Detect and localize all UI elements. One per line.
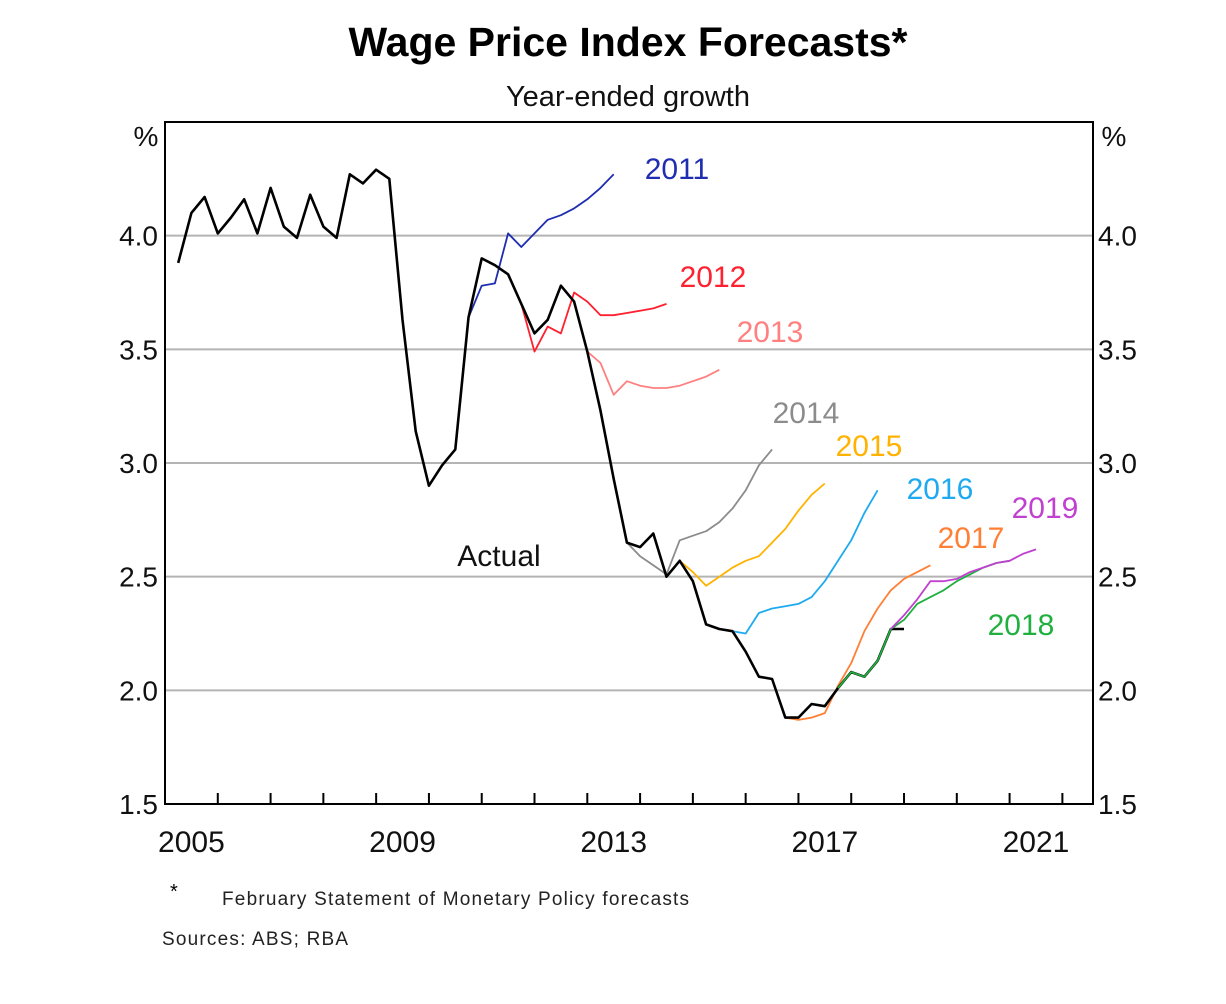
label-2017: 2017: [938, 522, 1005, 555]
y-tick-label-right: 3.5: [1098, 334, 1137, 365]
footnote-marker: *: [170, 881, 178, 903]
series-line-2017: [785, 564, 931, 721]
label-2015: 2015: [836, 430, 903, 463]
label-2018: 2018: [988, 609, 1055, 642]
y-tick-label-left: 4.0: [119, 221, 158, 252]
footnote-text: February Statement of Monetary Policy fo…: [222, 889, 690, 910]
chart-title: Wage Price Index Forecasts*: [348, 19, 907, 65]
y-tick-label-right: 2.5: [1098, 562, 1137, 593]
y-unit-left: %: [134, 121, 159, 152]
y-tick-label-right: 2.0: [1098, 675, 1137, 706]
y-tick-labels: 1.5 1.5 2.0 2.0 2.5 2.5 3.0 3.0 3.5 3.5 4.0 4.0: [119, 221, 1137, 820]
series-line-2016: [732, 489, 879, 635]
sources-text: Sources: ABS; RBA: [162, 929, 349, 950]
y-tick-label-right: 4.0: [1098, 221, 1137, 252]
x-tick-label: 2009: [369, 826, 436, 859]
gridlines: [165, 234, 1093, 692]
x-tick-label: 2013: [580, 826, 647, 859]
x-tick-label: 2021: [1003, 826, 1070, 859]
x-tick-label: 2005: [158, 826, 225, 859]
y-tick-label-left: 2.5: [119, 562, 158, 593]
chart-subtitle: Year-ended growth: [506, 81, 750, 113]
plot-frame: [164, 121, 1094, 805]
x-tick-label: 2017: [791, 826, 858, 859]
series-lines: [176, 168, 1037, 721]
y-unit-right: %: [1102, 121, 1127, 152]
series-line-2014: [626, 448, 773, 576]
x-axis: 2005 2009 2013 2017 2021: [158, 793, 1069, 859]
y-tick-label-left: 2.0: [119, 675, 158, 706]
series-line-2015: [679, 482, 826, 587]
y-tick-label-left: 1.5: [119, 789, 158, 820]
series-line-2018: [837, 559, 1010, 689]
series-line-2011: [467, 173, 615, 318]
y-tick-label-left: 3.0: [119, 448, 158, 479]
label-2013: 2013: [737, 316, 804, 349]
label-actual: Actual: [457, 540, 540, 573]
y-tick-label-left: 3.5: [119, 334, 158, 365]
label-2011: 2011: [645, 153, 710, 186]
label-2014: 2014: [773, 397, 840, 430]
series-line-2013: [573, 301, 720, 396]
label-2012: 2012: [680, 261, 747, 294]
label-2019: 2019: [1012, 492, 1079, 525]
series-labels: 2011 2012 2013 2014 2015 2016 2017 2018 …: [457, 153, 1078, 642]
series-line-actual: [176, 168, 904, 719]
series-line-2012: [520, 291, 667, 353]
y-tick-label-right: 3.0: [1098, 448, 1137, 479]
y-tick-label-right: 1.5: [1098, 789, 1137, 820]
label-2016: 2016: [907, 473, 974, 506]
series-line-2019: [890, 548, 1037, 630]
